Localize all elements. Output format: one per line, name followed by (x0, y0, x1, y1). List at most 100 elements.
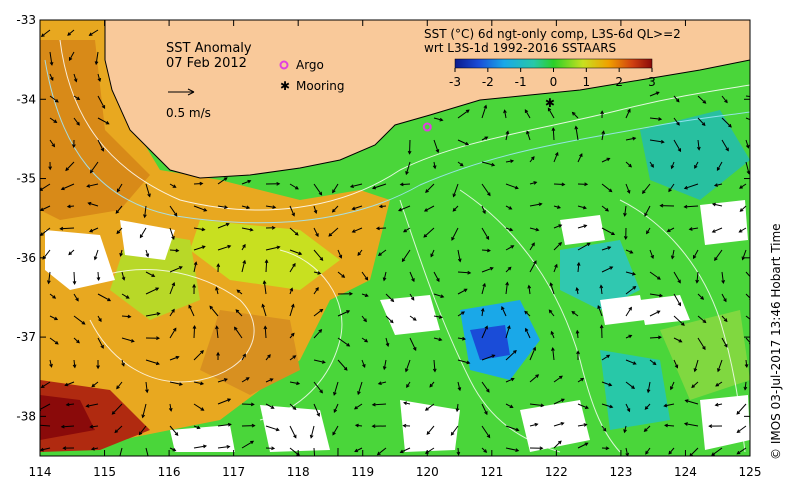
missing-data-11 (640, 295, 690, 325)
velocity-arrowhead (87, 201, 92, 206)
velocity-arrow (481, 105, 487, 119)
velocity-arrowhead (390, 298, 395, 303)
velocity-arrow (61, 183, 75, 190)
velocity-arrowhead (81, 321, 86, 325)
velocity-arrowhead (708, 424, 713, 429)
velocity-arrow (649, 91, 660, 97)
velocity-arrow (712, 227, 723, 233)
velocity-arrow (667, 227, 675, 232)
velocity-arrow (505, 403, 513, 408)
velocity-arrowhead (209, 305, 214, 310)
velocity-arrowhead (463, 288, 468, 293)
velocity-arrow (625, 271, 636, 275)
velocity-scale-arrowhead (187, 88, 195, 96)
velocity-arrow (481, 267, 494, 273)
velocity-arrowhead (632, 361, 637, 365)
velocity-arrowhead (531, 156, 535, 160)
velocity-arrowhead (632, 136, 637, 141)
velocity-arrowhead (151, 273, 156, 277)
velocity-arrowhead (402, 423, 407, 428)
velocity-arrowhead (438, 315, 443, 319)
velocity-arrow (383, 359, 387, 370)
velocity-arrowhead (632, 285, 637, 290)
velocity-arrow (577, 424, 587, 427)
velocity-arrow (689, 227, 699, 230)
velocity-arrow (529, 227, 539, 231)
velocity-arrow (670, 381, 675, 390)
velocity-arrow (73, 337, 80, 344)
velocity-arrowhead (292, 262, 296, 267)
velocity-arrow (86, 403, 99, 407)
velocity-arrowhead (559, 375, 563, 380)
velocity-arrowhead (236, 289, 241, 294)
velocity-arrow (504, 110, 507, 119)
velocity-arrowhead (410, 296, 415, 301)
velocity-arrowhead (173, 212, 178, 217)
colorbar-tick-label: -3 (449, 75, 461, 89)
velocity-arrowhead (450, 431, 455, 436)
velocity-arrowhead (510, 245, 515, 249)
velocity-arrow (625, 161, 632, 168)
velocity-arrow (601, 403, 613, 408)
velocity-arrowhead (242, 243, 246, 248)
velocity-arrowhead (91, 383, 96, 388)
velocity-arrow (357, 381, 363, 395)
imos-credit: © IMOS 03-Jul-2017 13:46 Hobart Time (769, 223, 783, 460)
velocity-arrowhead (743, 386, 748, 391)
velocity-arrow (337, 337, 350, 347)
velocity-arrow (644, 425, 651, 432)
velocity-arrow (169, 403, 172, 411)
velocity-arrowhead (575, 286, 580, 292)
velocity-arrowhead (659, 203, 664, 208)
velocity-arrowhead (736, 410, 741, 415)
velocity-arrowhead (467, 270, 472, 275)
velocity-arrow (119, 447, 123, 456)
velocity-arrowhead (119, 252, 123, 257)
velocity-arrowhead (246, 205, 251, 210)
velocity-arrowhead (550, 330, 555, 335)
velocity-arrowhead (353, 405, 358, 410)
velocity-arrow (40, 403, 51, 410)
x-tick-label: 124 (674, 465, 697, 479)
velocity-arrow (95, 51, 99, 65)
velocity-arrowhead (72, 364, 77, 369)
velocity-arrow (697, 139, 700, 150)
velocity-arrow (697, 293, 704, 300)
velocity-arrow (313, 205, 317, 214)
velocity-arrowhead (693, 368, 698, 373)
velocity-arrowhead (678, 339, 683, 343)
velocity-arrow (67, 29, 75, 36)
velocity-arrow (217, 423, 231, 427)
velocity-arrowhead (338, 254, 343, 259)
velocity-arrowhead (670, 255, 675, 260)
velocity-arrowhead (584, 405, 589, 409)
velocity-arrowhead (271, 446, 276, 451)
velocity-arrow (600, 285, 603, 295)
velocity-arrowhead (660, 139, 665, 144)
velocity-arrowhead (262, 280, 267, 285)
velocity-arrowhead (155, 361, 160, 366)
velocity-arrow (114, 425, 123, 433)
y-tick-label: -35 (16, 172, 36, 186)
velocity-arrowhead (66, 204, 71, 209)
velocity-arrow (354, 403, 363, 410)
velocity-arrow (385, 337, 389, 347)
velocity-arrow (553, 264, 558, 273)
velocity-arrowhead (645, 450, 649, 455)
velocity-arrowhead (694, 165, 698, 169)
velocity-arrow (457, 288, 468, 295)
product-description-line1: SST (°C) 6d ngt-only comp, L3S-6d QL>=2 (424, 27, 681, 41)
velocity-arrowhead (100, 344, 104, 349)
velocity-arrowhead (555, 151, 559, 156)
velocity-arrow (745, 271, 750, 278)
map-title: SST Anomaly (166, 41, 252, 56)
map-date: 07 Feb 2012 (166, 56, 247, 71)
velocity-arrowhead (90, 446, 95, 451)
velocity-arrow (697, 95, 706, 104)
velocity-arrow (169, 183, 176, 188)
velocity-arrowhead (702, 100, 707, 104)
velocity-arrowhead (717, 368, 721, 373)
velocity-arrow (337, 310, 350, 317)
velocity-arrowhead (315, 233, 319, 238)
velocity-arrow (265, 260, 268, 273)
